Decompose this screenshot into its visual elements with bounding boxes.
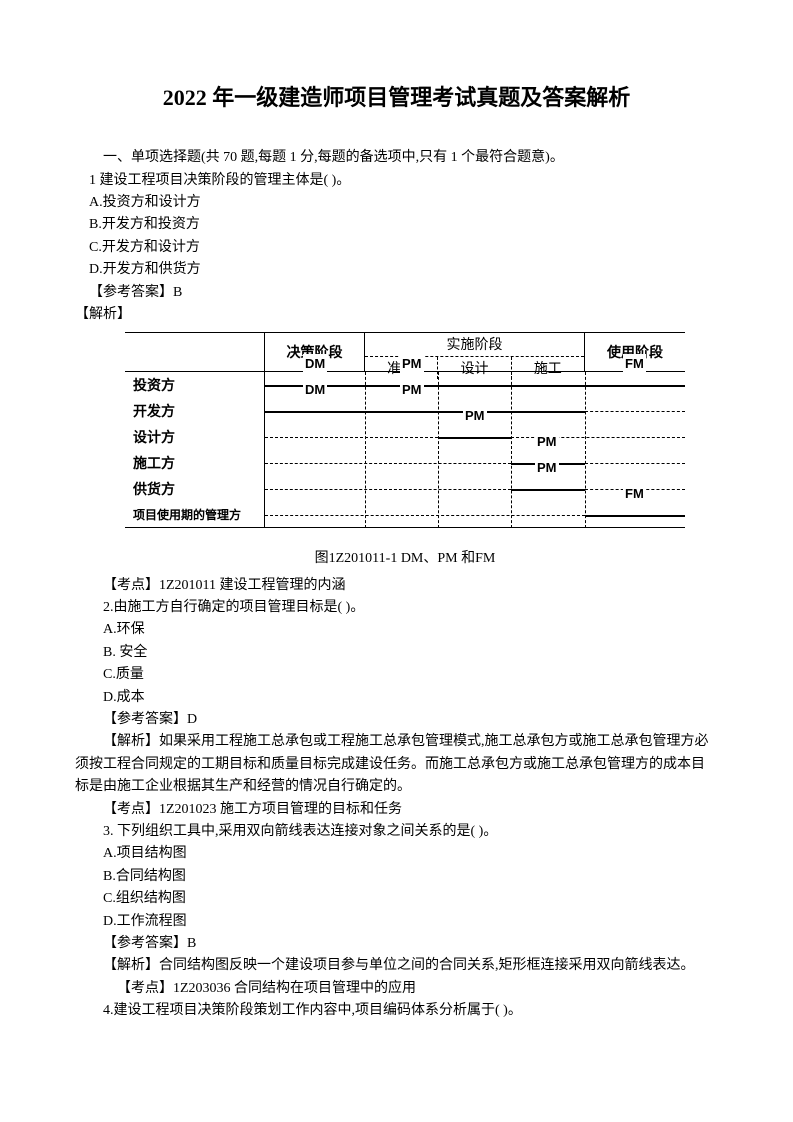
q1-stem: 1 建设工程项目决策阶段的管理主体是( )。 — [75, 170, 718, 192]
section-intro: 一、单项选择题(共 70 题,每题 1 分,每题的备选项中,只有 1 个最符合题… — [75, 147, 718, 169]
diagram-tag-dm-2: DM — [303, 380, 327, 401]
q2-option-d: D.成本 — [75, 687, 718, 709]
diagram-caption: 图1Z201011-1 DM、PM 和FM — [125, 548, 685, 570]
q1-answer: 【参考答案】B — [75, 282, 718, 304]
q2-analysis: 【解析】如果采用工程施工总承包或工程施工总承包管理模式,施工总承包方或施工总承包… — [75, 731, 718, 798]
q3-stem: 3. 下列组织工具中,采用双向箭线表达连接对象之间关系的是( )。 — [75, 821, 718, 843]
diagram-header-blank — [125, 333, 265, 371]
q3-analysis: 【解析】合同结构图反映一个建设项目参与单位之间的合同关系,矩形框连接采用双向箭线… — [75, 955, 718, 977]
q2-answer: 【参考答案】D — [75, 709, 718, 731]
q2-option-c: C.质量 — [75, 664, 718, 686]
q3-option-d: D.工作流程图 — [75, 911, 718, 933]
q2-point: 【考点】1Z201023 施工方项目管理的目标和任务 — [75, 799, 718, 821]
q3-point: 【考点】1Z203036 合同结构在项目管理中的应用 — [75, 978, 718, 1000]
q3-option-a: A.项目结构图 — [75, 843, 718, 865]
q4-stem: 4.建设工程项目决策阶段策划工作内容中,项目编码体系分析属于( )。 — [75, 1000, 718, 1022]
q1-analysis-label: 【解析】 — [75, 304, 718, 326]
diagram-row-supplier: 供货方 — [125, 476, 265, 502]
q2-option-a: A.环保 — [75, 619, 718, 641]
page-title: 2022 年一级建造师项目管理考试真题及答案解析 — [75, 80, 718, 115]
q3-answer: 【参考答案】B — [75, 933, 718, 955]
q1-option-a: A.投资方和设计方 — [75, 192, 718, 214]
diagram-row-usephase-mgr: 项目使用期的管理方 — [125, 502, 265, 528]
diagram-header-impl: 实施阶段 — [365, 333, 584, 355]
diagram-tag-pm-1: PM — [400, 354, 424, 375]
diagram-tag-pm-2: PM — [400, 380, 424, 401]
diagram-tag-pm-3: PM — [463, 406, 487, 427]
q2-stem: 2.由施工方自行确定的项目管理目标是( )。 — [75, 597, 718, 619]
diagram-tag-pm-4: PM — [535, 432, 559, 453]
diagram-tag-fm-1: FM — [623, 354, 646, 375]
q1-option-c: C.开发方和设计方 — [75, 237, 718, 259]
diagram-tag-dm-1: DM — [303, 354, 327, 375]
diagram-row-designer: 设计方 — [125, 424, 265, 450]
diagram-row-contractor: 施工方 — [125, 450, 265, 476]
diagram-tag-pm-5: PM — [535, 458, 559, 479]
q3-option-c: C.组织结构图 — [75, 888, 718, 910]
q1-option-b: B.开发方和投资方 — [75, 214, 718, 236]
diagram-row-investor: 投资方 — [125, 372, 265, 398]
q2-option-b: B. 安全 — [75, 642, 718, 664]
diagram-row-developer: 开发方 — [125, 398, 265, 424]
q1-option-d: D.开发方和供货方 — [75, 259, 718, 281]
q3-option-b: B.合同结构图 — [75, 866, 718, 888]
diagram-1z201011: 决策阶段 实施阶段 准备 设计 施工 使用阶段 投资方 — [125, 332, 685, 570]
diagram-tag-fm-2: FM — [623, 484, 646, 505]
q1-point: 【考点】1Z201011 建设工程管理的内涵 — [75, 575, 718, 597]
